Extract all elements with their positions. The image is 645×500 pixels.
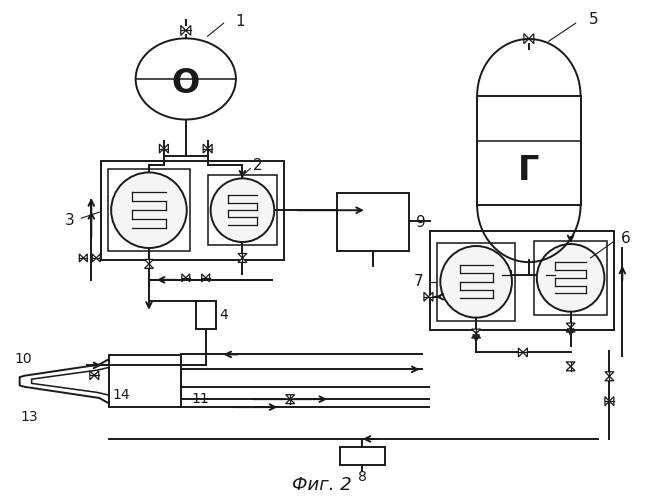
Polygon shape (424, 292, 428, 301)
Polygon shape (203, 144, 208, 153)
Bar (337, 194, 408, 251)
Text: 14: 14 (112, 388, 130, 402)
Polygon shape (605, 396, 610, 406)
Text: 1: 1 (235, 14, 245, 29)
Polygon shape (428, 292, 433, 301)
Polygon shape (471, 334, 481, 338)
Polygon shape (523, 348, 528, 357)
Polygon shape (566, 328, 575, 332)
Text: 3: 3 (64, 212, 74, 228)
Polygon shape (238, 258, 247, 262)
Polygon shape (144, 264, 154, 268)
Polygon shape (546, 270, 551, 280)
Polygon shape (524, 34, 529, 43)
Polygon shape (94, 371, 99, 380)
Bar (340, 447, 384, 465)
Bar (108, 170, 190, 251)
Text: Г: Г (518, 154, 539, 187)
Polygon shape (566, 362, 575, 366)
Polygon shape (208, 144, 212, 153)
Text: О: О (172, 68, 200, 100)
Polygon shape (502, 270, 507, 280)
Circle shape (111, 172, 187, 248)
Bar (477, 96, 580, 205)
Polygon shape (164, 144, 168, 153)
Text: 2: 2 (253, 158, 262, 173)
Polygon shape (610, 396, 614, 406)
Polygon shape (181, 26, 186, 36)
Polygon shape (507, 270, 511, 280)
Polygon shape (83, 254, 87, 262)
Polygon shape (202, 274, 206, 282)
Circle shape (537, 244, 604, 312)
Polygon shape (519, 348, 523, 357)
Polygon shape (186, 274, 190, 282)
Bar (109, 356, 181, 407)
Polygon shape (92, 254, 96, 262)
Text: 8: 8 (358, 470, 367, 484)
Bar (534, 241, 608, 314)
Text: 11: 11 (192, 392, 210, 406)
Text: 7: 7 (413, 274, 423, 289)
Text: 6: 6 (620, 230, 630, 246)
Bar (101, 162, 284, 260)
Text: 13: 13 (21, 410, 39, 424)
Bar (437, 243, 515, 320)
Polygon shape (471, 329, 481, 334)
Circle shape (211, 178, 274, 242)
Polygon shape (182, 274, 186, 282)
Polygon shape (206, 274, 210, 282)
Polygon shape (238, 254, 247, 258)
Polygon shape (551, 270, 555, 280)
Polygon shape (605, 372, 614, 376)
Polygon shape (529, 34, 534, 43)
Polygon shape (159, 144, 164, 153)
Polygon shape (566, 323, 575, 328)
Bar (195, 300, 215, 328)
Text: 10: 10 (15, 352, 32, 366)
Polygon shape (286, 399, 295, 404)
Text: 9: 9 (415, 214, 425, 230)
Polygon shape (96, 254, 100, 262)
Polygon shape (286, 394, 295, 399)
Polygon shape (90, 371, 94, 380)
Ellipse shape (135, 38, 236, 119)
Circle shape (441, 246, 512, 318)
Bar (430, 231, 615, 330)
Bar (208, 176, 277, 245)
Text: 5: 5 (589, 12, 599, 27)
Polygon shape (186, 26, 191, 36)
Text: 4: 4 (219, 308, 228, 322)
Polygon shape (605, 376, 614, 381)
Text: Фиг. 2: Фиг. 2 (292, 476, 352, 494)
Polygon shape (144, 260, 154, 264)
Polygon shape (566, 366, 575, 371)
Polygon shape (79, 254, 83, 262)
